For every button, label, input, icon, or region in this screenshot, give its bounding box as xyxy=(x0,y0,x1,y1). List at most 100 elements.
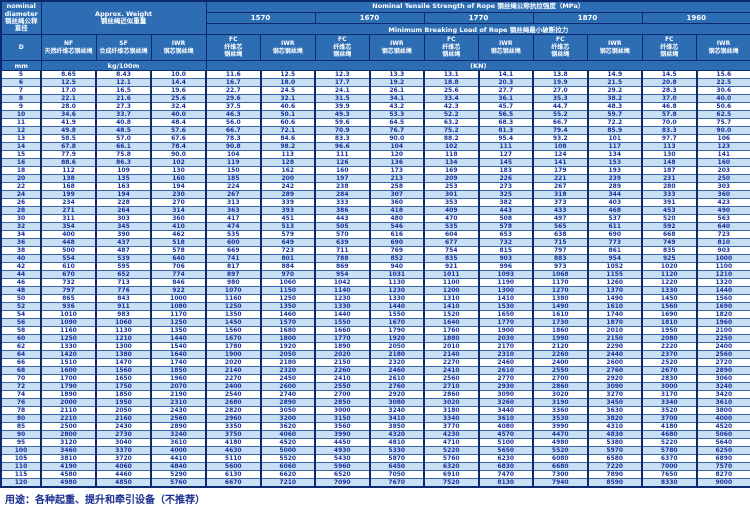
cell-value: 2190 xyxy=(149,390,208,399)
cell-value: 1052 xyxy=(586,262,644,271)
cell-value: 843 xyxy=(95,294,152,303)
cell-value: 13.3 xyxy=(368,70,426,79)
cell-value: 2070 xyxy=(149,382,208,391)
table-row: 11 41.9 40.8 48.4 56.0 60.6 59.6 64.5 63.2 68.3 66… xyxy=(0,118,750,127)
cell-diameter: 46 xyxy=(0,278,42,287)
cell-diameter: 50 xyxy=(0,294,42,303)
table-row: 24 199 194 230 267 289 284 307 301 325 318 344 333 36… xyxy=(0,190,750,199)
cell-value: 1770 xyxy=(314,334,371,343)
cell-value: 570 xyxy=(314,230,371,239)
cell-value: 39.9 xyxy=(314,102,371,111)
cell-value: 124 xyxy=(532,150,589,159)
cell-value: 653 xyxy=(477,230,535,239)
cell-value: 2930 xyxy=(477,382,535,391)
cell-value: 640 xyxy=(695,222,750,231)
cell-value: 3610 xyxy=(149,438,208,447)
cell-value: 57.6 xyxy=(149,126,208,135)
cell-value: 270 xyxy=(149,198,208,207)
cell-diameter: 54 xyxy=(0,310,42,319)
cell-value: 48.5 xyxy=(95,126,152,135)
cell-value: 183 xyxy=(477,166,535,175)
cell-value: 2250 xyxy=(695,334,750,343)
cell-value: 3620 xyxy=(259,422,317,431)
cell-value: 5650 xyxy=(477,446,535,455)
cell-value: 7300 xyxy=(532,470,589,479)
cell-value: 2700 xyxy=(314,390,371,399)
cell-value: 2760 xyxy=(586,366,644,375)
unit-mm: mm xyxy=(0,60,42,71)
cell-value: 3090 xyxy=(586,382,644,391)
cell-value: 48.4 xyxy=(149,118,208,127)
cell-diameter: 13 xyxy=(0,134,42,143)
cell-value: 1210 xyxy=(695,270,750,279)
cell-diameter: 28 xyxy=(0,206,42,215)
cell-value: 911 xyxy=(95,302,152,311)
cell-value: 13.1 xyxy=(423,70,480,79)
table-row: 74 1890 1850 2190 2540 2740 2700 2920 2860 3090 30… xyxy=(0,390,750,399)
cell-value: 1450 xyxy=(205,318,262,327)
cell-value: 1870 xyxy=(586,318,644,327)
cell-value: 2010 xyxy=(586,326,644,335)
cell-value: 1470 xyxy=(95,358,152,367)
cell-value: 749 xyxy=(641,238,698,247)
cell-value: 487 xyxy=(95,246,152,255)
cell-value: 769 xyxy=(368,246,426,255)
cell-value: 2500 xyxy=(40,422,97,431)
header-col-iwr-1870: IWR 钢芯钢丝绳 xyxy=(587,34,643,61)
cell-value: 209 xyxy=(423,174,480,183)
cell-value: 6370 xyxy=(641,454,698,463)
header-col-iwr-weight: IWR 钢芯钢丝绳 xyxy=(150,34,207,61)
cell-value: 27.3 xyxy=(95,102,152,111)
cell-value: 267 xyxy=(205,190,262,199)
cell-value: 1760 xyxy=(423,326,480,335)
table-row: 9 28.0 27.3 32.4 37.5 40.6 39.9 43.2 42.3 45.7 44.… xyxy=(0,102,750,111)
cell-value: 2520 xyxy=(641,358,698,367)
cell-value: 2140 xyxy=(205,366,262,375)
wire-rope-spec-table: nominal diameter 钢丝绳公称直径 Approx. Weight … xyxy=(0,0,750,488)
cell-diameter: 11 xyxy=(0,118,42,127)
cell-value: 48.3 xyxy=(586,102,644,111)
header-col-sf: SF 合成纤维芯钢丝绳 xyxy=(95,34,152,61)
header-breaking-load: Minimum Breaking Load of Rope 钢丝绳最小破断拉力 xyxy=(205,23,750,35)
cell-value: 72.1 xyxy=(259,126,317,135)
cell-value: 2700 xyxy=(532,374,589,383)
cell-value: 6130 xyxy=(205,470,262,479)
cell-value: 8.65 xyxy=(40,70,97,79)
cell-value: 1300 xyxy=(95,342,152,351)
cell-value: 1680 xyxy=(259,326,317,335)
cell-value: 5060 xyxy=(695,430,750,439)
cell-value: 437 xyxy=(95,238,152,247)
cell-value: 141 xyxy=(532,158,589,167)
header-strength-1570: 1570 xyxy=(205,12,316,24)
cell-value: 1610 xyxy=(586,302,644,311)
cell-value: 311 xyxy=(40,214,97,223)
cell-value: 3520 xyxy=(641,406,698,415)
cell-diameter: 18 xyxy=(0,166,42,175)
cell-value: 5100 xyxy=(477,438,535,447)
cell-value: 4850 xyxy=(95,478,152,488)
cell-value: 1350 xyxy=(205,310,262,319)
cell-value: 37.0 xyxy=(641,94,698,103)
cell-value: 56.5 xyxy=(477,110,535,119)
cell-value: 6620 xyxy=(259,470,317,479)
cell-value: 3150 xyxy=(314,414,371,423)
cell-value: 2220 xyxy=(641,342,698,351)
cell-value: 28.0 xyxy=(40,102,97,111)
cell-value: 1490 xyxy=(532,302,589,311)
cell-value: 15.6 xyxy=(695,70,750,79)
cell-value: 49.3 xyxy=(314,110,371,119)
cell-value: 173 xyxy=(368,166,426,175)
cell-value: 8330 xyxy=(641,478,698,488)
cell-value: 118 xyxy=(423,150,480,159)
cell-value: 2800 xyxy=(40,430,97,439)
cell-value: 3460 xyxy=(40,446,97,455)
cell-value: 160 xyxy=(314,166,371,175)
cell-value: 1270 xyxy=(532,286,589,295)
cell-value: 3270 xyxy=(586,390,644,399)
cell-value: 4080 xyxy=(477,422,535,431)
cell-value: 35.3 xyxy=(532,94,589,103)
cell-value: 301 xyxy=(423,190,480,199)
cell-value: 226 xyxy=(477,174,535,183)
cell-value: 386 xyxy=(314,206,371,215)
cell-value: 4840 xyxy=(149,462,208,471)
